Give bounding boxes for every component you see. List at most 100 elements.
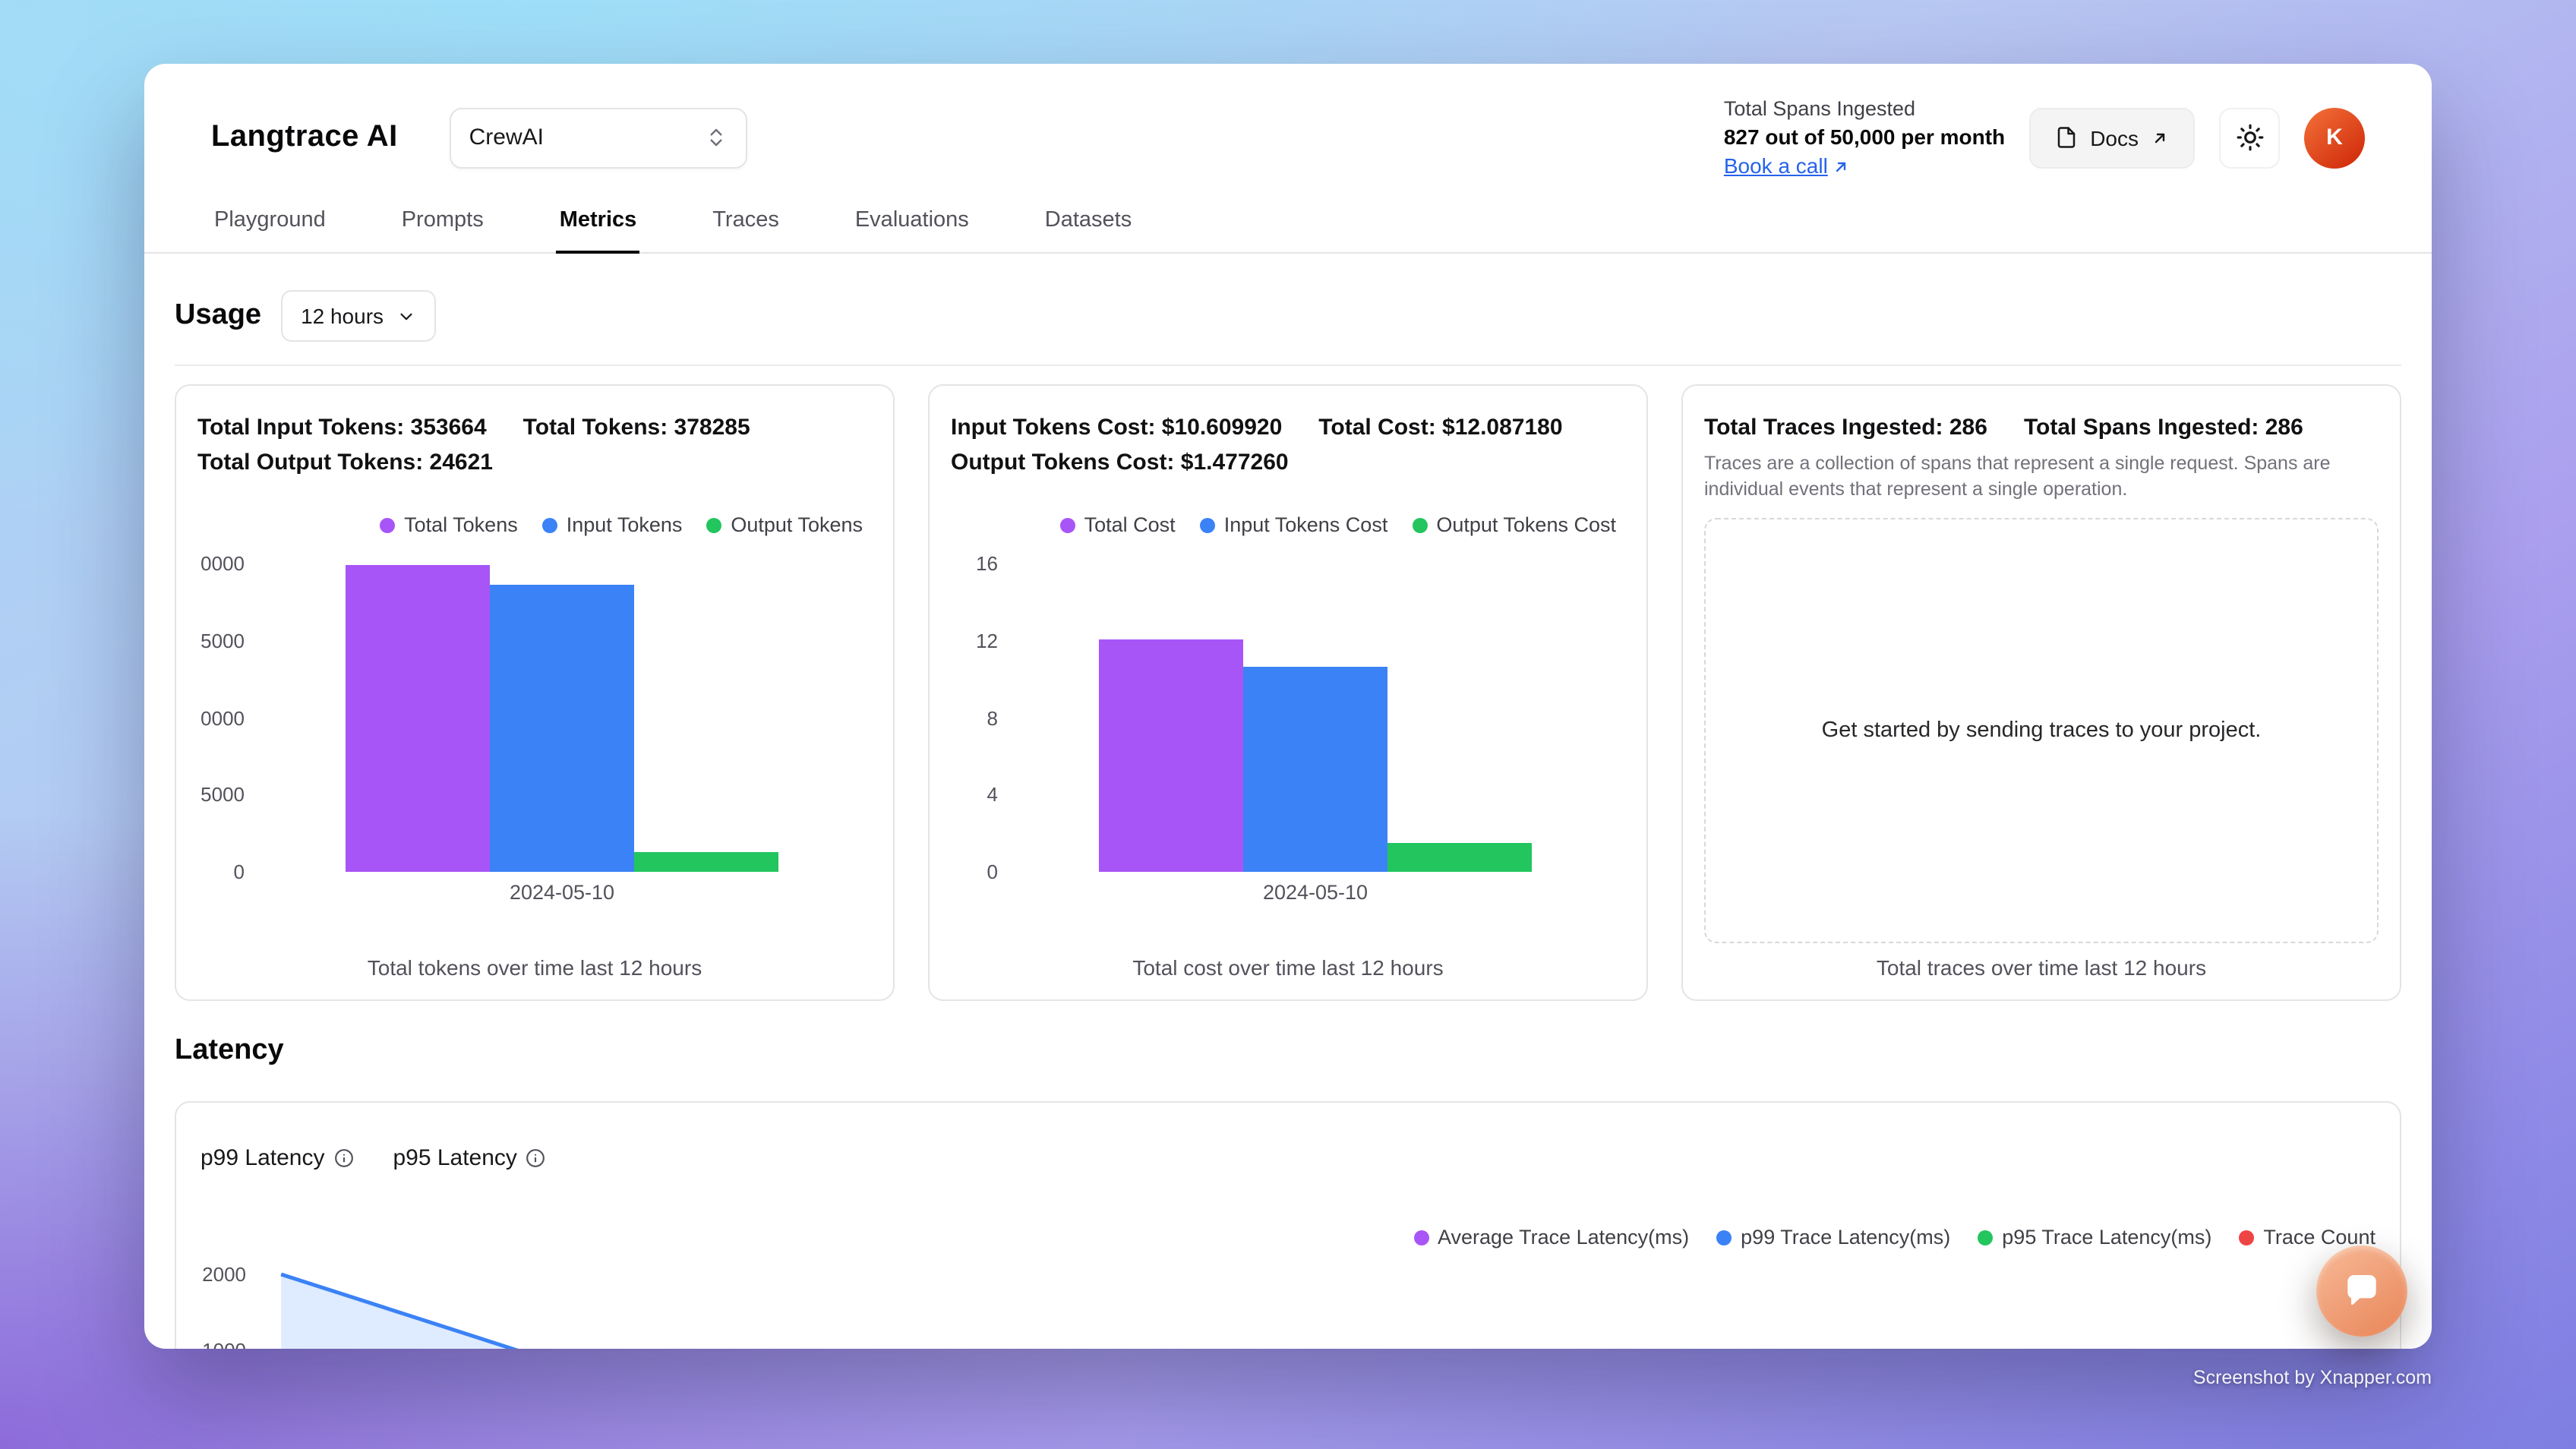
legend-item: Input Tokens: [541, 513, 682, 536]
chat-icon: [2341, 1270, 2383, 1312]
avatar[interactable]: K: [2304, 107, 2365, 168]
external-link-icon: [2151, 128, 2169, 147]
sun-icon: [2235, 123, 2264, 152]
legend-item: Total Cost: [1059, 513, 1176, 536]
header-right: Total Spans Ingested 827 out of 50,000 p…: [1724, 94, 2365, 181]
watermark: Screenshot by Xnapper.com: [2192, 1367, 2432, 1388]
chevrons-up-down-icon: [705, 126, 728, 149]
tab-metrics[interactable]: Metrics: [556, 208, 640, 254]
y-tick: 0: [987, 860, 998, 883]
legend-item: Input Tokens Cost: [1199, 513, 1387, 536]
time-range-selector[interactable]: 12 hours: [281, 290, 436, 342]
tab-datasets[interactable]: Datasets: [1044, 208, 1132, 232]
y-tick: 5000: [200, 783, 245, 807]
y-tick: 8: [987, 706, 998, 729]
cost-bar-chart: 16 12 8 4 0: [951, 552, 1625, 883]
legend-dot: [1199, 517, 1215, 532]
bar-output-tokens-cost: [1387, 843, 1532, 872]
stat-total-spans-ingested: Total Spans Ingested: 286: [2023, 415, 2303, 440]
theme-toggle-button[interactable]: [2219, 107, 2280, 168]
traces-stats-row: Total Traces Ingested: 286 Total Spans I…: [1704, 410, 2379, 445]
bar-input-tokens: [490, 585, 634, 872]
plan-usage: Total Spans Ingested 827 out of 50,000 p…: [1724, 94, 2005, 181]
legend-item: Total Tokens: [380, 513, 518, 536]
y-tick: 1000: [200, 1339, 246, 1349]
y-tick: 12: [976, 629, 998, 652]
x-axis-label: 2024-05-10: [1262, 881, 1368, 904]
latency-area-series: [280, 1272, 519, 1349]
plan-usage-label: Total Spans Ingested: [1723, 97, 1916, 120]
y-tick: 16: [976, 552, 998, 575]
stat-total-input-tokens: Total Input Tokens: 353664: [197, 415, 487, 440]
chart-caption: Total cost over time last 12 hours: [1132, 955, 1444, 980]
bar-output-tokens: [634, 851, 778, 872]
info-icon[interactable]: [333, 1148, 353, 1168]
cost-stats-row2: Output Tokens Cost: $1.477260: [951, 445, 1625, 480]
plan-usage-value: 827 out of 50,000 per month: [1723, 125, 2006, 149]
info-icon[interactable]: [526, 1148, 546, 1168]
traces-card: Total Traces Ingested: 286 Total Spans I…: [1681, 384, 2401, 1001]
legend-dot: [1059, 517, 1075, 532]
latency-chart-legend: Average Trace Latency(ms) p99 Trace Late…: [200, 1226, 2376, 1249]
plot-area: [1005, 564, 1625, 872]
avatar-initial: K: [2326, 125, 2343, 150]
file-icon: [2055, 126, 2078, 149]
y-tick: 2000: [202, 1263, 246, 1286]
plot-area: [252, 564, 872, 872]
tokens-bar-chart: 0000 5000 0000 5000 0: [197, 552, 872, 883]
legend-item: p95 Trace Latency(ms): [1978, 1226, 2211, 1249]
legend-item: Output Tokens Cost: [1412, 513, 1616, 536]
docs-button-label: Docs: [2090, 125, 2139, 150]
latency-tab-p99[interactable]: p99 Latency: [200, 1145, 353, 1171]
legend-dot: [541, 517, 557, 532]
app-header: Langtrace AI CrewAI Total Spans Ingested…: [144, 64, 2432, 181]
cost-usage-card: Input Tokens Cost: $10.609920 Total Cost…: [928, 384, 1648, 1001]
time-range-value: 12 hours: [301, 304, 384, 328]
y-tick: 0: [233, 860, 245, 883]
book-a-call-link[interactable]: Book a call: [1724, 152, 2005, 181]
external-link-icon: [1833, 157, 1851, 175]
tokens-stats-row1: Total Input Tokens: 353664 Total Tokens:…: [197, 410, 872, 445]
nav-tabs: Playground Prompts Metrics Traces Evalua…: [144, 208, 2432, 254]
chart-caption: Total tokens over time last 12 hours: [367, 955, 702, 980]
legend-dot: [1978, 1230, 1994, 1245]
stat-total-traces-ingested: Total Traces Ingested: 286: [1704, 415, 1987, 440]
legend-dot: [1413, 1230, 1428, 1245]
y-tick: 5000: [200, 629, 245, 652]
legend-dot: [1412, 517, 1428, 532]
latency-tabs: p99 Latency p95 Latency: [200, 1145, 2376, 1171]
book-a-call-label: Book a call: [1723, 153, 1828, 178]
legend-dot: [706, 517, 722, 532]
tokens-usage-card: Total Input Tokens: 353664 Total Tokens:…: [175, 384, 895, 1001]
x-axis-label: 2024-05-10: [509, 881, 615, 904]
tab-playground[interactable]: Playground: [214, 208, 326, 232]
stat-total-cost: Total Cost: $12.087180: [1318, 415, 1563, 440]
tab-evaluations[interactable]: Evaluations: [854, 208, 969, 232]
app-window: Langtrace AI CrewAI Total Spans Ingested…: [144, 64, 2432, 1349]
traces-empty-state-text: Get started by sending traces to your pr…: [1821, 718, 2262, 743]
project-selector[interactable]: CrewAI: [449, 107, 747, 168]
tab-traces[interactable]: Traces: [712, 208, 779, 232]
usage-cards: Total Input Tokens: 353664 Total Tokens:…: [175, 384, 2401, 1001]
tab-prompts[interactable]: Prompts: [401, 208, 484, 232]
bar-group: [346, 564, 778, 872]
section-divider: [175, 365, 2401, 366]
legend-item: Output Tokens: [706, 513, 863, 536]
legend-item: Trace Count: [2239, 1226, 2376, 1249]
bar-group: [1099, 564, 1532, 872]
latency-chart: 2000 1000: [200, 1263, 2376, 1349]
stat-input-tokens-cost: Input Tokens Cost: $10.609920: [951, 415, 1283, 440]
legend-item: Average Trace Latency(ms): [1413, 1226, 1689, 1249]
bar-total-cost: [1099, 639, 1243, 872]
docs-button[interactable]: Docs: [2029, 107, 2195, 168]
chat-widget-button[interactable]: [2316, 1245, 2407, 1337]
chart-caption: Total traces over time last 12 hours: [1876, 955, 2207, 980]
y-tick: 0000: [200, 552, 245, 575]
brand-logo: Langtrace AI: [211, 120, 398, 153]
y-axis: 16 12 8 4 0: [951, 552, 1005, 883]
usage-header: Usage 12 hours: [175, 290, 2401, 342]
latency-line: [280, 1272, 519, 1349]
traces-empty-state: Get started by sending traces to your pr…: [1704, 518, 2379, 943]
latency-tab-p95[interactable]: p95 Latency: [393, 1145, 545, 1171]
